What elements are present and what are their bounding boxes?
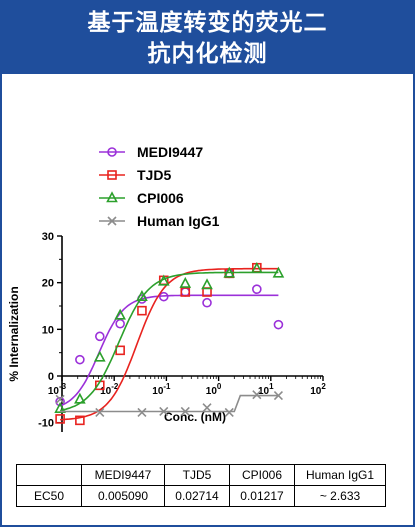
data-point-tjd5 (55, 414, 65, 424)
data-point-tjd5 (75, 415, 85, 426)
data-point-human-igg1 (273, 391, 283, 401)
table-header-cell-human-igg1: Human IgG1 (294, 464, 386, 486)
ec50-table: MEDI9447 TJD5 CPI006 Human IgG1 EC50 0.0… (16, 464, 386, 507)
legend-label-medi9447: MEDI9447 (137, 144, 203, 160)
data-point-cpi006 (179, 276, 192, 288)
legend-label-cpi006: CPI006 (137, 190, 184, 206)
table-row: EC50 0.005090 0.02714 0.01217 ~ 2.633 (16, 485, 386, 507)
data-point-human-igg1 (137, 407, 147, 417)
legend-marker-human-igg1 (107, 216, 117, 226)
data-point-human-igg1 (55, 394, 65, 404)
table-header-cell-cpi006: CPI006 (229, 464, 295, 486)
legend-marker-medi9447 (107, 147, 117, 157)
title-line-2: 抗内化检测 (147, 40, 268, 66)
table-header-cell-tjd5: TJD5 (164, 464, 230, 486)
data-point-medi9447 (95, 331, 105, 342)
table-cell-label: EC50 (16, 485, 82, 507)
data-point-human-igg1 (224, 407, 234, 417)
x-tick-label: 10-1 (152, 382, 171, 397)
y-tick-label: 0 (48, 371, 54, 383)
table-cell-medi9447: 0.005090 (81, 485, 165, 507)
x-tick-exponent: 0 (217, 382, 222, 391)
y-tick-label: 30 (42, 231, 54, 243)
data-point-human-igg1 (159, 406, 169, 417)
x-tick-label: 101 (258, 382, 274, 397)
data-point-medi9447 (202, 297, 212, 308)
table-header-cell-empty (16, 464, 82, 486)
y-axis-title: % Internalization (7, 286, 21, 381)
data-point-human-igg1 (95, 407, 105, 417)
legend-label-human-igg1: Human IgG1 (137, 213, 220, 229)
series-layer (54, 261, 285, 426)
data-point-medi9447 (55, 396, 65, 407)
data-point-medi9447 (75, 354, 85, 365)
data-point-cpi006 (136, 289, 148, 301)
data-point-human-igg1 (202, 403, 212, 413)
data-point-medi9447 (158, 291, 169, 302)
x-tick-exponent: -2 (111, 382, 119, 391)
data-point-human-igg1 (180, 406, 190, 417)
data-point-medi9447 (115, 318, 125, 329)
fit-curve-tjd5 (60, 267, 279, 421)
chart-legend: MEDI9447 TJD5 CPI006 Human IgG1 (99, 144, 220, 229)
data-point-medi9447 (252, 284, 262, 294)
title-line-1: 基于温度转变的荧光二 (87, 9, 328, 35)
x-axis-title: Conc. (nM) (164, 410, 226, 424)
fit-curve-human-igg1 (60, 394, 279, 413)
data-point-cpi006 (272, 266, 285, 278)
data-point-cpi006 (157, 274, 170, 286)
data-point-tjd5 (137, 305, 147, 316)
y-tick-label: -10 (38, 418, 54, 430)
x-tick-label: 102 (310, 382, 326, 397)
x-tick-label: 10-3 (48, 382, 67, 397)
x-tick-exponent: -1 (163, 382, 171, 391)
title-banner: 基于温度转变的荧光二 抗内化检测 (2, 2, 413, 74)
data-point-human-igg1 (252, 390, 262, 400)
y-tick-label: 10 (42, 324, 54, 336)
table-cell-cpi006: 0.01217 (229, 485, 295, 507)
x-tick-exponent: 2 (321, 382, 326, 391)
legend-marker-cpi006 (106, 191, 118, 203)
table-header-row: MEDI9447 TJD5 CPI006 Human IgG1 (16, 464, 386, 486)
data-point-cpi006 (251, 261, 263, 273)
series-cpi006 (54, 261, 285, 413)
table-header-cell-medi9447: MEDI9447 (81, 464, 165, 486)
data-point-cpi006 (201, 278, 213, 290)
legend-label-tjd5: TJD5 (137, 167, 171, 183)
fit-curve-cpi006 (59, 271, 279, 412)
x-tick-exponent: 1 (269, 382, 274, 391)
x-tick-exponent: -3 (59, 382, 67, 391)
data-point-medi9447 (273, 319, 284, 330)
data-point-cpi006 (93, 350, 106, 362)
data-point-cpi006 (74, 392, 86, 404)
legend-marker-tjd5 (107, 170, 117, 180)
data-point-tjd5 (180, 287, 191, 297)
data-point-cpi006 (114, 308, 126, 320)
series-tjd5 (55, 262, 279, 426)
table-cell-human-igg1: ~ 2.633 (294, 485, 386, 507)
table-cell-tjd5: 0.02714 (164, 485, 230, 507)
data-point-cpi006 (223, 266, 236, 278)
x-tick-label: 100 (206, 382, 222, 397)
series-human-igg1 (55, 390, 283, 417)
y-tick-label: 20 (42, 278, 54, 290)
